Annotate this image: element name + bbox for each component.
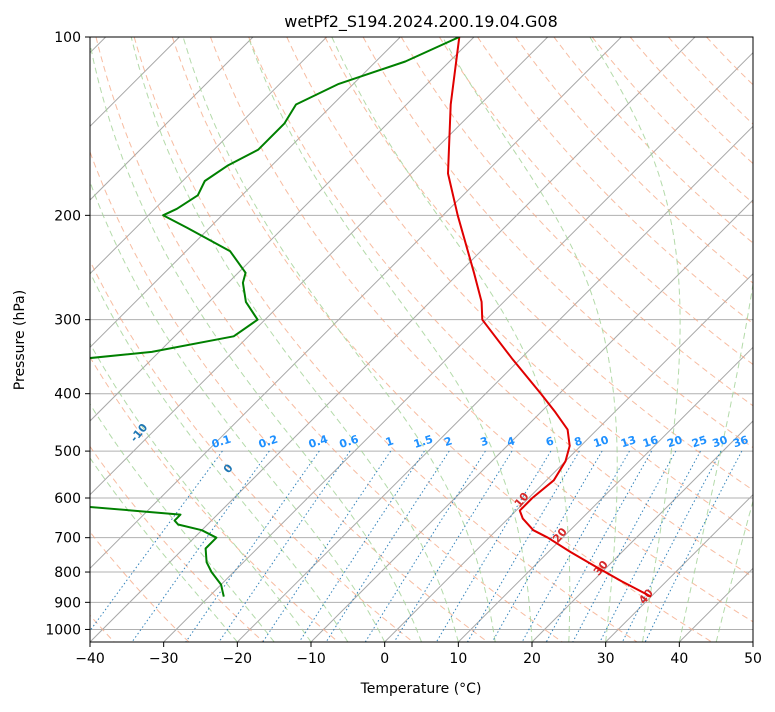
y-tick-label: 800 xyxy=(54,565,81,581)
y-tick-label: 900 xyxy=(54,595,81,611)
y-tick-label: 300 xyxy=(54,313,81,329)
x-tick-label: 30 xyxy=(597,651,615,667)
x-tick-label: 0 xyxy=(380,651,389,667)
y-tick-label: 700 xyxy=(54,531,81,547)
x-tick-label: −40 xyxy=(75,651,105,667)
x-tick-label: 50 xyxy=(744,651,762,667)
y-tick-label: 200 xyxy=(54,208,81,224)
y-tick-label: 1000 xyxy=(45,622,81,638)
y-tick-label: 400 xyxy=(54,387,81,403)
x-tick-label: 20 xyxy=(523,651,541,667)
y-tick-label: 600 xyxy=(54,491,81,507)
x-tick-label: 40 xyxy=(670,651,688,667)
x-axis-title: Temperature (°C) xyxy=(360,681,482,697)
x-tick-label: −20 xyxy=(223,651,253,667)
chart-title: wetPf2_S194.2024.200.19.04.G08 xyxy=(284,12,558,32)
x-tick-label: 10 xyxy=(449,651,467,667)
x-tick-label: −10 xyxy=(296,651,326,667)
y-axis-title: Pressure (hPa) xyxy=(12,290,28,390)
y-tick-label: 100 xyxy=(54,30,81,46)
y-tick-label: 500 xyxy=(54,444,81,460)
x-tick-label: −30 xyxy=(149,651,179,667)
